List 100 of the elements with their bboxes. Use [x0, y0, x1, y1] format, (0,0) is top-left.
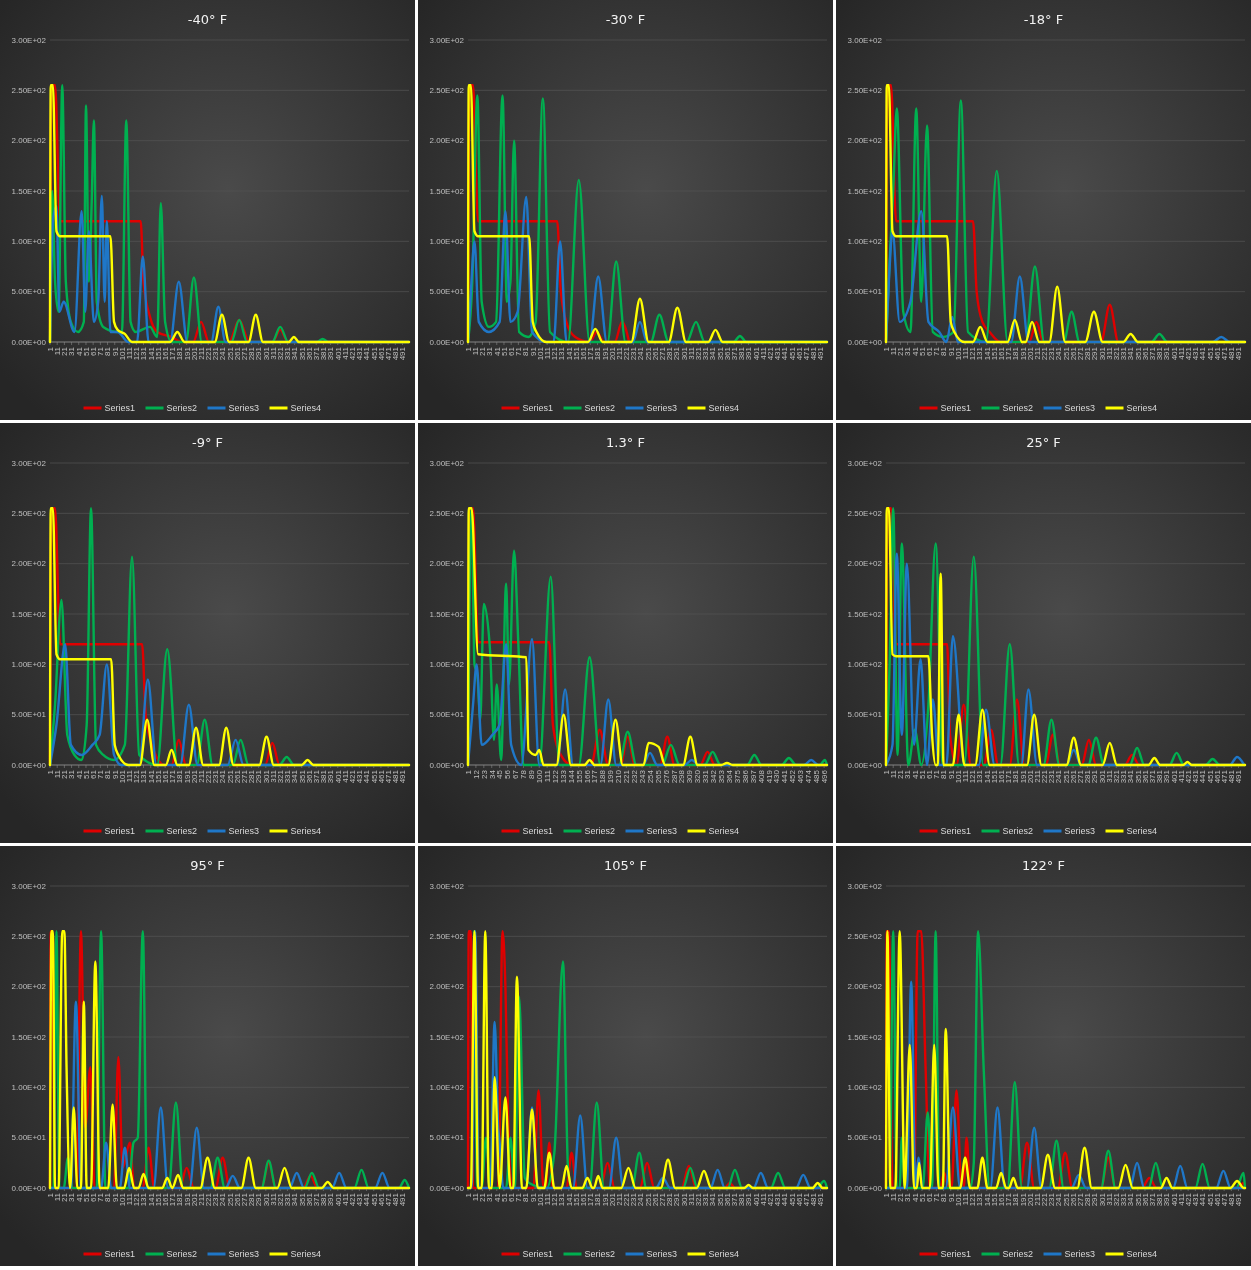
- x-tick-label: 21: [896, 1192, 906, 1202]
- y-tick-label: 3.00E+02: [847, 35, 883, 45]
- x-tick-label: 341: [290, 346, 300, 361]
- legend-label: Series3: [1064, 403, 1096, 414]
- y-tick-label: 1.00E+02: [847, 660, 883, 670]
- x-tick-label: 342: [709, 769, 719, 784]
- x-tick-label: 171: [168, 346, 178, 361]
- x-tick-label: 311: [1104, 346, 1114, 360]
- x-tick-label: 461: [376, 769, 386, 784]
- x-tick-label: 301: [679, 346, 689, 361]
- x-tick-label: 281: [665, 346, 675, 361]
- x-tick-label: 361: [304, 769, 314, 784]
- x-tick-label: 201: [189, 769, 199, 784]
- x-tick-label: 311: [268, 1192, 278, 1206]
- x-tick-label: 155: [574, 769, 584, 784]
- y-tick-label: 1.00E+02: [847, 1083, 883, 1093]
- x-tick-label: 211: [614, 1192, 624, 1206]
- x-tick-label: 91: [110, 346, 120, 356]
- x-tick-label: 311: [1104, 1192, 1114, 1206]
- legend-label: Series4: [290, 826, 322, 837]
- x-tick-label: 111: [960, 346, 970, 360]
- x-tick-label: 265: [653, 769, 663, 784]
- x-tick-label: 431: [1191, 769, 1201, 784]
- x-tick-label: 461: [1212, 769, 1222, 784]
- x-tick-label: 31: [903, 769, 913, 779]
- x-tick-label: 361: [304, 346, 314, 361]
- legend-label: Series4: [708, 403, 740, 414]
- chart-title: 25° F: [1026, 435, 1061, 450]
- x-tick-label: 144: [566, 769, 576, 784]
- x-tick-label: 254: [645, 769, 655, 784]
- x-tick-label: 161: [578, 1192, 588, 1207]
- x-tick-label: 41: [74, 1192, 84, 1202]
- legend-label: Series2: [166, 1249, 198, 1260]
- y-tick-label: 5.00E+01: [847, 1133, 883, 1143]
- x-tick-label: 241: [1054, 346, 1064, 361]
- x-tick-label: 381: [1155, 346, 1165, 361]
- legend-label: Series1: [940, 826, 972, 837]
- x-tick-label: 91: [110, 769, 120, 779]
- x-tick-label: 21: [896, 346, 906, 356]
- x-tick-label: 251: [1061, 346, 1071, 361]
- x-tick-label: 411: [1176, 769, 1186, 783]
- x-tick-label: 371: [311, 769, 321, 784]
- x-tick-label: 351: [1133, 346, 1143, 361]
- x-tick-label: 101: [953, 346, 963, 361]
- x-tick-label: 251: [225, 1192, 235, 1207]
- x-tick-label: 81: [521, 346, 531, 356]
- x-tick-label: 261: [232, 1192, 242, 1207]
- x-tick-label: 311: [268, 769, 278, 783]
- x-tick-label: 141: [982, 1192, 992, 1207]
- y-tick-label: 1.00E+02: [11, 237, 47, 247]
- x-tick-label: 491: [1234, 769, 1244, 784]
- y-tick-label: 0.00E+00: [847, 1183, 883, 1193]
- x-tick-label: 221: [204, 769, 214, 784]
- line-series: [884, 930, 1247, 1190]
- x-tick-label: 201: [1025, 346, 1035, 361]
- x-tick-label: 41: [492, 346, 502, 356]
- x-tick-label: 41: [492, 1192, 502, 1202]
- x-tick-label: 311: [268, 346, 278, 360]
- x-tick-label: 141: [982, 346, 992, 361]
- x-tick-label: 491: [1234, 1192, 1244, 1207]
- legend-label: Series3: [228, 826, 260, 837]
- x-tick-label: 41: [910, 1192, 920, 1202]
- x-tick-label: 419: [764, 769, 774, 784]
- y-tick-label: 2.50E+02: [11, 509, 47, 519]
- x-tick-label: 485: [812, 769, 822, 784]
- x-tick-label: 411: [1176, 346, 1186, 360]
- x-tick-label: 131: [139, 1192, 149, 1207]
- x-tick-label: 481: [809, 1192, 819, 1207]
- x-tick-label: 221: [204, 346, 214, 361]
- y-tick-label: 1.50E+02: [11, 1032, 47, 1042]
- y-tick-label: 3.00E+02: [847, 458, 883, 468]
- x-tick-label: 1: [881, 346, 891, 352]
- x-tick-label: 151: [153, 1192, 163, 1207]
- x-tick-label: 351: [297, 346, 307, 361]
- x-tick-label: 261: [1068, 769, 1078, 784]
- x-tick-label: 161: [996, 769, 1006, 784]
- x-tick-label: 21: [60, 1192, 70, 1202]
- line-series: [48, 84, 411, 344]
- x-tick-label: 161: [578, 346, 588, 361]
- x-tick-label: 1: [463, 769, 473, 775]
- x-tick-label: 201: [189, 346, 199, 361]
- x-tick-label: 121: [132, 346, 142, 361]
- x-tick-label: 371: [311, 1192, 321, 1207]
- y-tick-label: 2.00E+02: [847, 982, 883, 992]
- x-tick-label: 67: [511, 769, 521, 779]
- y-tick-label: 2.00E+02: [429, 136, 465, 146]
- y-tick-label: 3.00E+02: [11, 881, 47, 891]
- x-tick-label: 451: [369, 346, 379, 361]
- x-tick-label: 41: [910, 346, 920, 356]
- x-tick-label: 287: [669, 769, 679, 784]
- x-tick-label: 291: [1090, 1192, 1100, 1207]
- x-tick-label: 301: [1097, 346, 1107, 361]
- y-tick-label: 5.00E+01: [847, 710, 883, 720]
- y-tick-label: 1.50E+02: [429, 1032, 465, 1042]
- y-tick-label: 2.50E+02: [847, 509, 883, 519]
- x-tick-label: 201: [607, 1192, 617, 1207]
- x-tick-label: 61: [506, 1192, 516, 1202]
- x-tick-label: 461: [376, 1192, 386, 1207]
- chart-title: -9° F: [191, 435, 224, 450]
- y-tick-label: 2.00E+02: [11, 982, 47, 992]
